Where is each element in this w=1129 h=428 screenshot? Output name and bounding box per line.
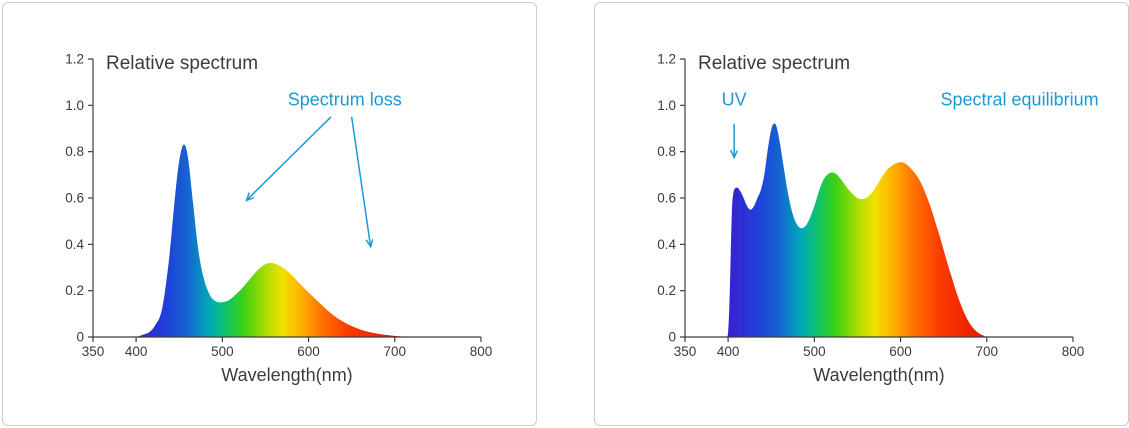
x-tick-label: 400 xyxy=(717,344,740,359)
spectrum-area xyxy=(725,123,987,337)
chart-title: Relative spectrum xyxy=(698,53,850,74)
y-tick-label: 0.6 xyxy=(65,191,84,206)
y-tick-label: 0.8 xyxy=(657,144,676,159)
annotation-text: Spectrum loss xyxy=(288,89,402,109)
x-tick-label: 350 xyxy=(674,344,697,359)
x-tick-label: 600 xyxy=(297,344,320,359)
annotation-arrow xyxy=(350,116,371,247)
chart-title: Relative spectrum xyxy=(106,53,258,74)
y-tick-label: 0.8 xyxy=(65,144,84,159)
y-tick-label: 1.2 xyxy=(657,52,676,67)
y-tick-label: 0.4 xyxy=(657,237,676,252)
spectral-equilibrium-chart: 350 400 500 600 700 800 0 0.2 0.4 0.6 0.8 1.0 1.2 Rel… xyxy=(657,52,1099,386)
annotation-text: UV xyxy=(722,89,747,109)
x-tick-label: 600 xyxy=(889,344,912,359)
spectrum-area xyxy=(136,144,417,337)
right-chart-panel: 350 400 500 600 700 800 0 0.2 0.4 0.6 0.8 1.0 1.2 Rel… xyxy=(594,2,1129,426)
x-tick-label: 800 xyxy=(1062,344,1085,359)
annotation-arrow xyxy=(246,116,332,200)
y-tick-label: 0.4 xyxy=(65,237,84,252)
x-axis-title: Wavelength(nm) xyxy=(221,365,352,385)
spectrum-loss-chart: 350 400 500 600 700 800 0 0.2 0.4 0.6 0.8 1.0 1.2 Rel… xyxy=(65,52,493,386)
y-tick-label: 1.0 xyxy=(65,98,84,113)
y-tick-label: 0.6 xyxy=(657,191,676,206)
y-tick-label: 0.2 xyxy=(657,283,676,298)
x-tick-label: 350 xyxy=(82,344,105,359)
x-tick-label: 700 xyxy=(976,344,999,359)
x-tick-label: 700 xyxy=(384,344,407,359)
left-chart-panel: 350 400 500 600 700 800 0 0.2 0.4 0.6 0.8 1.0 1.2 Rel… xyxy=(2,2,537,426)
x-axis-title: Wavelength(nm) xyxy=(813,365,944,385)
annotation-text: Spectral equilibrium xyxy=(941,89,1099,109)
y-tick-label: 0.2 xyxy=(65,283,84,298)
x-tick-label: 500 xyxy=(211,344,234,359)
y-tick-label: 1.0 xyxy=(657,98,676,113)
y-tick-label: 0 xyxy=(76,330,84,345)
x-tick-label: 800 xyxy=(470,344,493,359)
x-tick-label: 400 xyxy=(125,344,148,359)
y-tick-label: 1.2 xyxy=(65,52,84,67)
y-tick-label: 0 xyxy=(668,330,676,345)
x-tick-label: 500 xyxy=(803,344,826,359)
